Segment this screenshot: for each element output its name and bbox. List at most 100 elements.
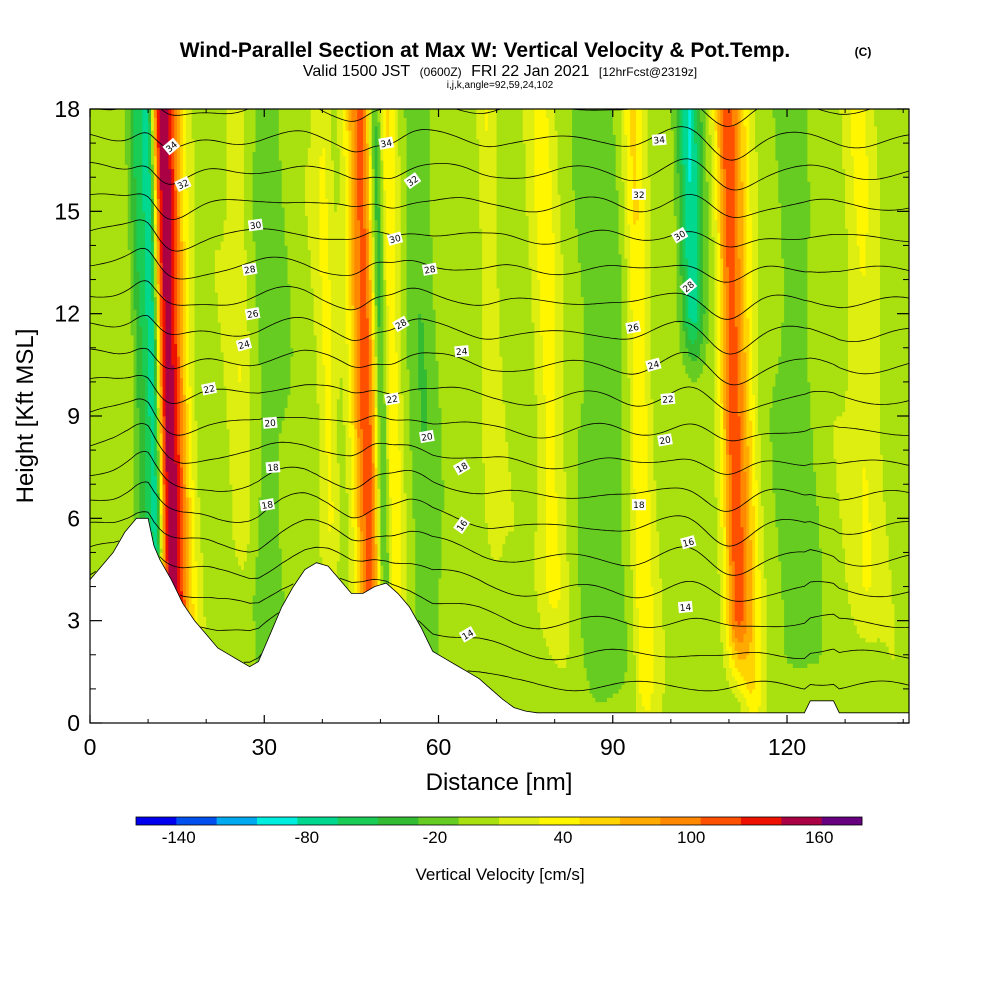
colorbar-segment	[660, 817, 701, 825]
velocity-cell	[618, 253, 622, 690]
velocity-cell	[217, 249, 222, 323]
velocity-cell	[156, 241, 161, 285]
velocity-cell	[365, 109, 370, 144]
velocity-cell	[804, 667, 808, 723]
velocity-cell	[891, 109, 895, 605]
velocity-cell	[351, 424, 355, 528]
velocity-cell	[766, 109, 770, 723]
velocity-cell	[810, 663, 814, 723]
velocity-cell	[871, 109, 875, 643]
velocity-cell	[421, 109, 425, 323]
isentrope-label-text: 20	[264, 419, 277, 430]
velocity-cell	[731, 109, 736, 127]
velocity-cell	[156, 322, 161, 366]
velocity-cell	[252, 109, 256, 153]
velocity-cell	[627, 377, 631, 723]
velocity-cell	[688, 181, 692, 319]
colorbar-segment	[741, 817, 782, 825]
isentrope-label-text: 22	[662, 395, 674, 406]
isentrope-label-text: 16	[682, 537, 696, 550]
velocity-cell	[252, 151, 256, 242]
velocity-cell	[296, 109, 300, 723]
velocity-cell	[389, 497, 393, 587]
velocity-cell	[519, 109, 524, 723]
velocity-cell	[194, 109, 198, 421]
velocity-cell	[162, 296, 166, 417]
velocity-cell	[859, 637, 863, 723]
velocity-cell	[682, 164, 686, 268]
velocity-cell	[824, 109, 829, 723]
velocity-cell	[775, 160, 779, 374]
velocity-cell	[833, 420, 837, 460]
velocity-cell	[255, 313, 259, 558]
velocity-cell	[487, 109, 492, 545]
velocity-cell	[848, 603, 852, 723]
velocity-cell	[740, 641, 744, 660]
velocity-cell	[702, 305, 707, 315]
velocity-cell	[139, 326, 143, 532]
velocity-cell	[258, 364, 262, 498]
velocity-cell	[833, 109, 837, 421]
velocity-cell	[479, 109, 483, 229]
velocity-cell	[752, 505, 756, 690]
velocity-cell	[720, 109, 724, 170]
velocity-cell	[633, 224, 637, 489]
velocity-cell	[258, 109, 262, 366]
velocity-cell	[453, 109, 457, 723]
velocity-cell	[374, 467, 378, 545]
velocity-cell	[577, 109, 582, 263]
velocity-cell	[511, 531, 515, 723]
isentrope-label: 32	[174, 176, 192, 192]
colorbar-segment	[257, 817, 298, 825]
velocity-cell	[365, 143, 370, 229]
colorbar-segment	[579, 817, 621, 825]
velocity-cell	[368, 424, 373, 660]
velocity-cell	[304, 164, 309, 216]
colorbar-segment	[216, 817, 258, 825]
velocity-cell	[801, 667, 805, 723]
velocity-cell	[772, 109, 776, 118]
velocity-cell	[757, 109, 762, 434]
velocity-cell	[223, 386, 227, 723]
colorbar-frame	[135, 816, 863, 826]
isentrope-line	[90, 423, 909, 475]
velocity-cell	[171, 168, 175, 366]
velocity-cell	[365, 228, 370, 319]
velocity-cell	[354, 518, 358, 664]
velocity-cell	[717, 232, 721, 408]
velocity-cell	[180, 241, 184, 379]
colorbar-segment	[297, 817, 338, 825]
isentrope-label: 20	[657, 433, 673, 447]
velocity-cell	[778, 202, 782, 357]
velocity-cell	[647, 177, 651, 494]
velocity-cell	[749, 420, 753, 541]
isentrope-label: 18	[631, 499, 646, 511]
velocity-cell	[743, 697, 747, 723]
velocity-cell	[694, 381, 698, 723]
velocity-cell	[342, 155, 346, 425]
velocity-cell	[743, 109, 747, 127]
isentrope-label-text: 26	[246, 309, 259, 321]
colorbar-segment	[418, 817, 459, 825]
velocity-cell	[612, 693, 617, 723]
velocity-cell	[778, 109, 782, 204]
velocity-cell	[755, 109, 759, 153]
isentrope-label-text: 18	[633, 501, 645, 511]
isentrope-label: 30	[247, 218, 264, 232]
velocity-cell	[757, 569, 762, 707]
velocity-cell	[162, 109, 166, 298]
velocity-cell	[691, 109, 695, 323]
velocity-cell	[185, 403, 190, 498]
velocity-cell	[845, 390, 849, 583]
velocity-cell	[813, 471, 817, 664]
velocity-cell	[679, 109, 683, 165]
velocity-cell	[804, 109, 808, 668]
velocity-cell	[737, 659, 741, 673]
velocity-cell	[368, 155, 373, 221]
velocity-cell	[667, 109, 672, 723]
isentrope-line	[90, 571, 909, 630]
velocity-cell	[148, 416, 152, 536]
velocity-cell	[882, 109, 887, 502]
velocity-cell	[528, 109, 532, 268]
velocity-cell	[400, 109, 405, 396]
